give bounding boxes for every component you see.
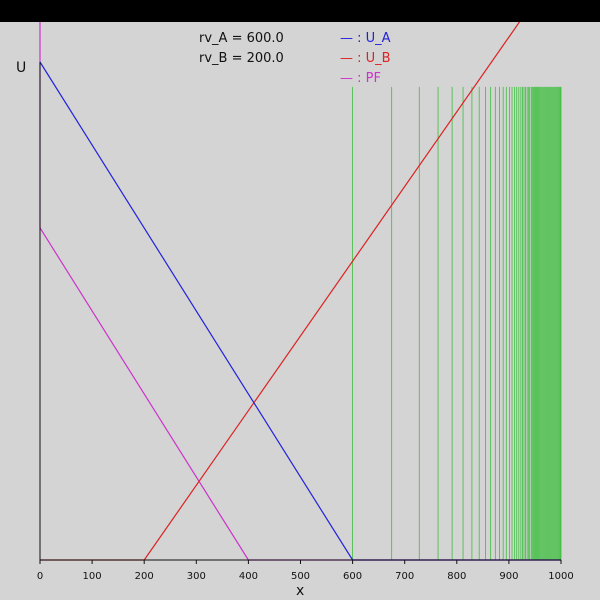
- x-tick-label-900: 900: [499, 571, 518, 582]
- x-tick-label-1000: 1000: [548, 571, 573, 582]
- y-axis-label: U: [16, 60, 26, 76]
- series-line-u-a: [39, 61, 561, 561]
- x-tick-label-300: 300: [187, 571, 206, 582]
- axes: [39, 62, 561, 561]
- x-tick-label-700: 700: [395, 571, 414, 582]
- x-tick-label-800: 800: [447, 571, 466, 582]
- param-rv-a: rv_A = 600.0: [199, 31, 284, 46]
- green-vertical-lines: [352, 86, 562, 560]
- series-lines: [39, 22, 561, 561]
- x-tick-label-0: 0: [37, 571, 43, 582]
- x-axis-label: x: [296, 583, 304, 599]
- legend: — : U_A — : U_B — : PF: [340, 31, 391, 86]
- x-axis-ticks: 0 100 200 300 400 500 600 700 800 900 1000: [37, 560, 574, 582]
- x-tick-label-600: 600: [343, 571, 362, 582]
- x-tick-label-500: 500: [291, 571, 310, 582]
- legend-entry-pf: — : PF: [340, 71, 381, 86]
- series-line-pf: [39, 227, 561, 561]
- x-tick-label-400: 400: [239, 571, 258, 582]
- x-tick-label-100: 100: [83, 571, 102, 582]
- top-bar: [0, 0, 600, 22]
- legend-entry-u-b: — : U_B: [340, 51, 391, 66]
- param-rv-b: rv_B = 200.0: [199, 51, 284, 66]
- x-tick-label-200: 200: [135, 571, 154, 582]
- legend-entry-u-a: — : U_A: [340, 31, 391, 46]
